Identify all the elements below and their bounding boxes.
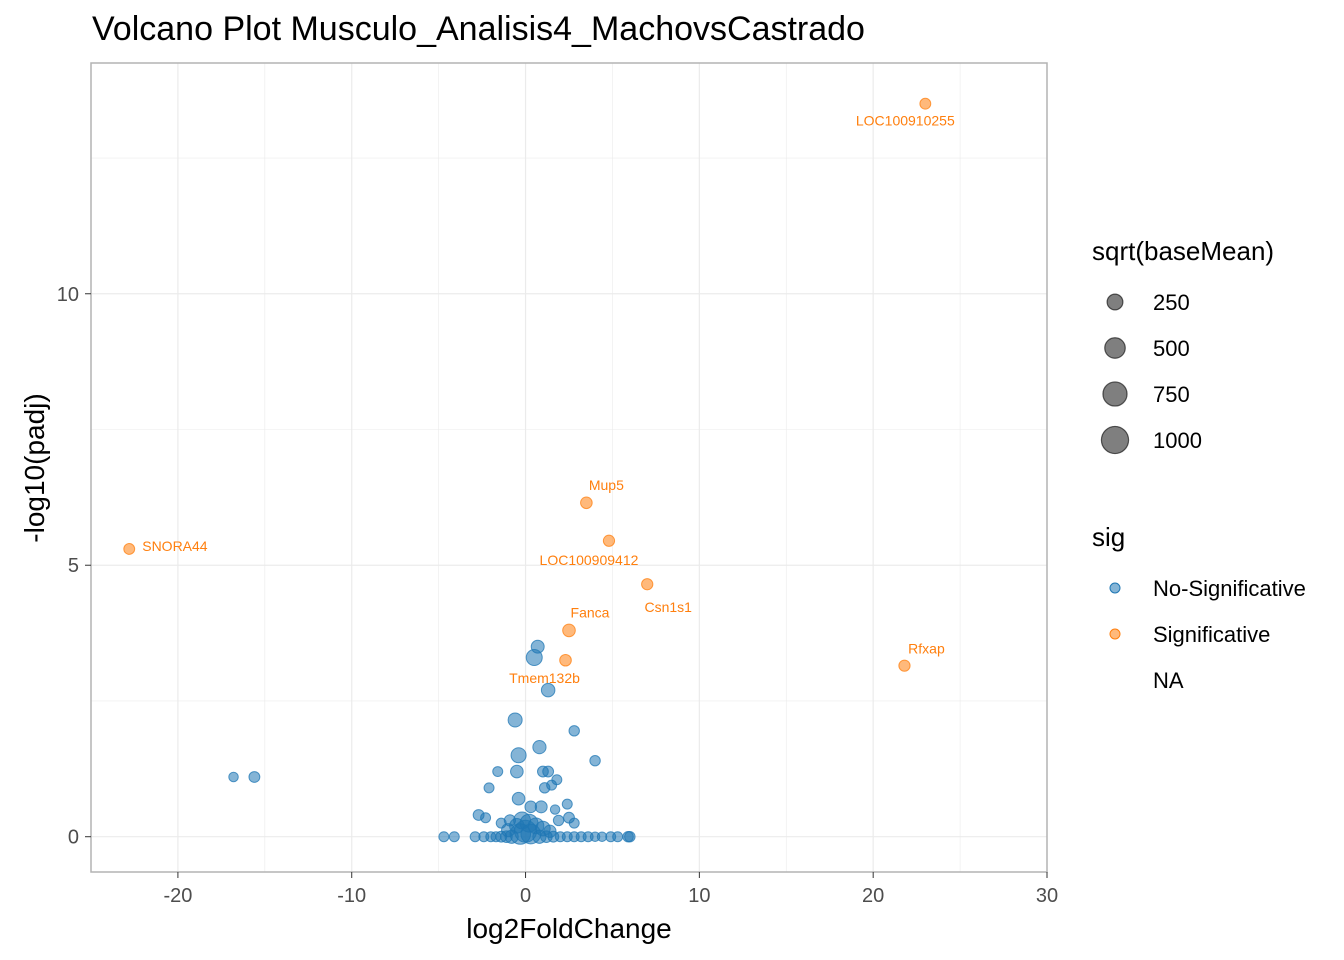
point-no-significative xyxy=(248,771,261,783)
point-no-significative xyxy=(561,798,573,810)
x-axis-ticks: -20 -10 0 10 20 30 xyxy=(163,872,1058,907)
point-no-significative xyxy=(568,817,580,829)
point-no-significative xyxy=(504,829,519,844)
point-no-significative xyxy=(532,740,547,755)
point-no-significative xyxy=(589,754,601,767)
gene-label: LOC100910255 xyxy=(856,113,955,129)
data-points xyxy=(123,97,932,845)
y-tick-label: 10 xyxy=(57,284,79,306)
point-significative xyxy=(123,543,136,555)
gene-label: Fanca xyxy=(571,604,610,620)
x-tick-label: -20 xyxy=(163,885,192,907)
y-axis-ticks: 0 5 10 xyxy=(57,284,91,849)
legend-color-key xyxy=(1109,628,1121,640)
x-tick-label: 20 xyxy=(862,885,884,907)
point-no-significative xyxy=(510,747,527,764)
point-no-significative xyxy=(510,764,524,779)
gene-label: Rfxap xyxy=(908,641,945,657)
legend-color-key xyxy=(1109,582,1121,594)
x-tick-label: 0 xyxy=(520,885,531,907)
legend-size-key xyxy=(1102,381,1128,407)
x-tick-label: 30 xyxy=(1036,885,1058,907)
legend-size-key xyxy=(1106,293,1124,311)
point-significative xyxy=(898,659,911,672)
point-significative xyxy=(562,623,576,638)
gene-label: Csn1s1 xyxy=(644,599,692,615)
point-no-significative xyxy=(552,814,565,827)
point-no-significative xyxy=(549,804,561,815)
legend-size-key xyxy=(1100,425,1130,455)
legend-color-label: NA xyxy=(1153,668,1184,693)
y-axis-title: -log10(padj) xyxy=(19,393,50,542)
legend-size-label: 1000 xyxy=(1153,428,1202,453)
x-tick-label: 10 xyxy=(688,885,710,907)
point-no-significative xyxy=(568,725,580,737)
legend-size-label: 750 xyxy=(1153,382,1190,407)
legend-color-label: Significative xyxy=(1153,622,1270,647)
legend-size-key xyxy=(1104,337,1126,359)
point-no-significative xyxy=(511,791,526,806)
point-significative xyxy=(559,653,572,667)
gene-label: LOC100909412 xyxy=(540,552,639,568)
legend-size-label: 500 xyxy=(1153,336,1190,361)
point-no-significative xyxy=(228,771,239,783)
legend-size-label: 250 xyxy=(1153,290,1190,315)
legend-size: sqrt(baseMean) 250 500 750 1000 xyxy=(1092,236,1274,455)
legend-size-title: sqrt(baseMean) xyxy=(1092,236,1274,266)
point-no-significative xyxy=(480,812,492,824)
x-tick-label: -10 xyxy=(337,885,366,907)
point-no-significative xyxy=(524,800,538,814)
y-tick-label: 5 xyxy=(68,555,79,577)
point-significative xyxy=(602,534,616,547)
point-significative xyxy=(580,496,593,510)
point-no-significative xyxy=(492,766,504,778)
x-axis-title: log2FoldChange xyxy=(466,913,672,944)
point-no-significative xyxy=(538,782,551,794)
point-no-significative xyxy=(525,649,543,667)
gene-label: Tmem132b xyxy=(509,670,580,686)
gene-labels: LOC100910255 SNORA44 Mup5 LOC100909412 Csn1s… xyxy=(142,113,955,687)
point-significative xyxy=(641,578,654,591)
legend-color-title: sig xyxy=(1092,522,1125,552)
gene-label: Mup5 xyxy=(589,477,624,493)
point-no-significative xyxy=(542,765,555,778)
point-no-significative xyxy=(448,831,460,843)
point-significative xyxy=(919,97,932,110)
point-no-significative xyxy=(507,712,523,728)
point-no-significative xyxy=(483,782,495,794)
plot-grid xyxy=(91,63,1047,872)
y-tick-label: 0 xyxy=(68,827,79,849)
legend-color-label: No-Significative xyxy=(1153,576,1306,601)
legend-color: sig No-Significative Significative NA xyxy=(1092,522,1306,693)
plot-panel xyxy=(90,62,1048,873)
point-no-significative xyxy=(612,831,624,843)
point-no-significative xyxy=(540,682,556,698)
gene-label: SNORA44 xyxy=(142,538,208,554)
point-no-significative xyxy=(624,830,636,843)
chart-title: Volcano Plot Musculo_Analisis4_MachovsCa… xyxy=(92,10,865,48)
point-no-significative xyxy=(438,831,450,843)
